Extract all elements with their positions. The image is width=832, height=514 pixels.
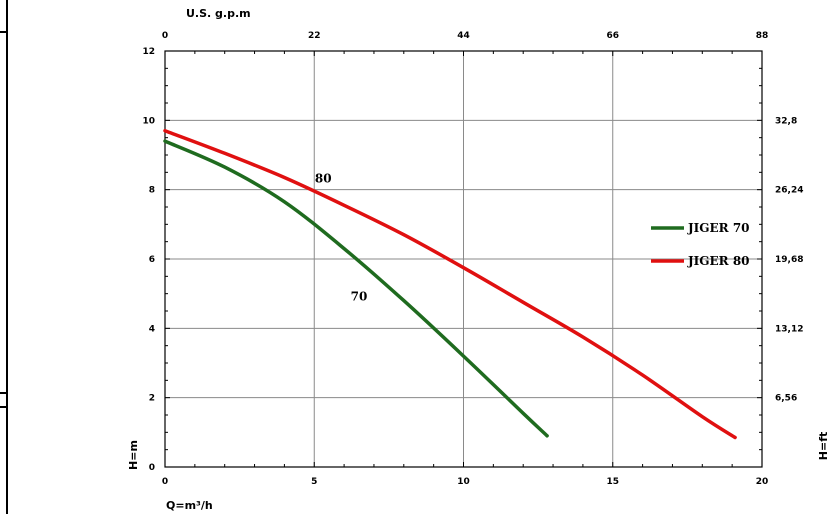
grid [165,51,762,467]
top-tick-label: 0 [162,31,168,41]
x-tick-label: 0 [162,477,168,487]
series-line-jiger-80 [163,128,737,440]
right-tick-label: 32,8 [775,116,797,126]
right-tick-label: 26,24 [775,186,803,196]
left-axis-title: H=m [127,440,140,470]
y-tick-label: 12 [142,47,155,57]
series-lines: 70 80 [163,128,737,440]
top-tick-label: 44 [457,31,470,41]
right-axis-title: H=ft [817,432,830,460]
top-tick-label: 22 [308,31,321,41]
top-tick-label: 66 [606,31,619,41]
x-tick-label: 20 [756,477,769,487]
legend-label-jiger-80: JIGER 80 [687,254,750,268]
y-tick-label: 10 [142,116,155,126]
legend: JIGER 70 JIGER 80 [651,221,750,268]
top-axis-title: U.S. g.p.m [186,7,251,20]
legend-label-jiger-70: JIGER 70 [687,221,750,235]
y-tick-label: 2 [149,394,155,404]
left-frame-tick [0,406,8,408]
curve-label-jiger-70: 70 [351,290,368,304]
series-line-jiger-70 [163,139,549,438]
right-tick-label: 19,68 [775,255,803,265]
tick-marks [164,50,763,468]
y-tick-label: 6 [149,255,155,265]
left-frame-border [0,0,8,514]
x-tick-label: 5 [311,477,317,487]
right-tick-label: 6,56 [775,394,797,404]
y-tick-label: 0 [149,463,155,473]
curve-label-jiger-80: 80 [315,172,332,186]
top-tick-label: 88 [756,31,769,41]
y-tick-label: 8 [149,186,155,196]
left-frame-tick [0,31,8,33]
left-frame-tick [0,392,8,394]
tick-labels: 0 5 10 15 20 0 22 44 66 88 0 2 4 6 8 10 12 6,56 13,12 19,68… [142,31,803,487]
x-tick-label: 10 [457,477,470,487]
bottom-axis-title: Q=m³/h [166,499,213,512]
y-tick-label: 4 [149,324,155,334]
x-tick-label: 15 [606,477,619,487]
right-tick-label: 13,12 [775,324,803,334]
